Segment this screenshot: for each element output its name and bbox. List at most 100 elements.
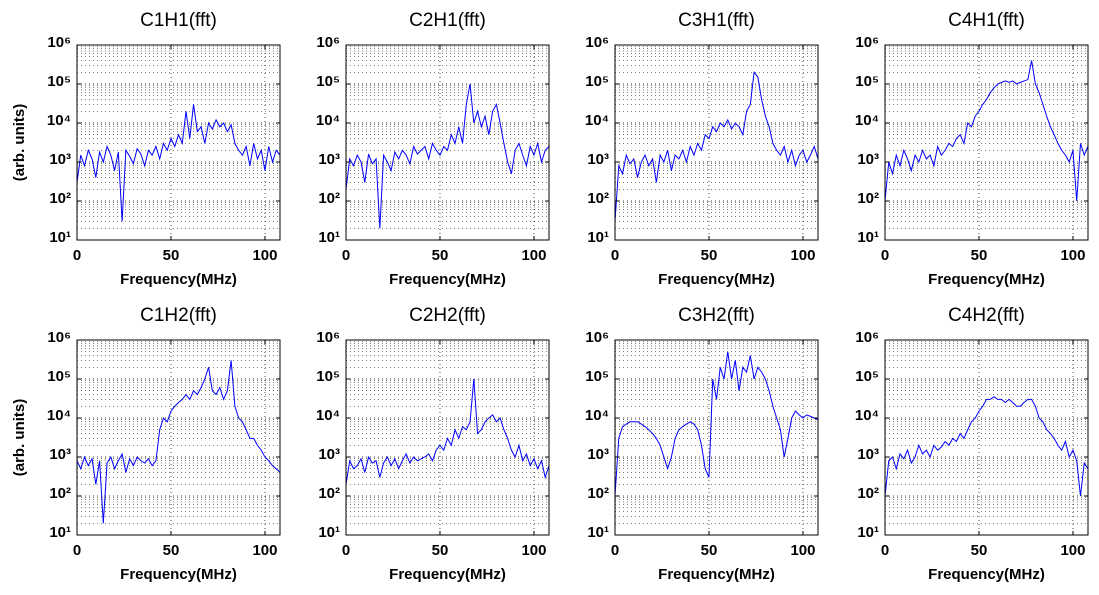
axes-frame [345, 339, 550, 536]
y-tick-label: 10¹ [318, 524, 340, 541]
axes-frame [614, 44, 819, 241]
x-axis-label: Frequency(MHz) [928, 566, 1045, 583]
x-tick-label: 100 [790, 247, 815, 264]
axes-frame [345, 44, 550, 241]
y-tick-label: 10⁴ [585, 112, 609, 129]
x-axis-label: Frequency(MHz) [120, 566, 237, 583]
x-tick-label: 0 [73, 247, 81, 264]
x-tick-label: 0 [342, 542, 350, 559]
chart-title: C1H1(fft) [140, 10, 217, 31]
axes-background [77, 340, 280, 535]
x-tick-label: 0 [342, 247, 350, 264]
y-tick-label: 10⁵ [855, 368, 879, 385]
spectrum-line [885, 396, 1088, 497]
x-tick-label: 50 [971, 542, 988, 559]
y-tick-label: 10¹ [587, 524, 609, 541]
y-tick-label: 10⁶ [585, 34, 609, 51]
y-tick-label: 10⁴ [855, 407, 879, 424]
spectrum-line [615, 351, 818, 497]
y-tick-label: 10² [49, 190, 71, 207]
y-tick-label: 10⁶ [855, 329, 879, 346]
axes-frame [76, 339, 281, 536]
spectrum-line [77, 104, 280, 222]
axes-background [615, 45, 818, 240]
axes-background [77, 45, 280, 240]
y-tick-label: 10¹ [857, 229, 879, 246]
y-tick-label: 10² [857, 190, 879, 207]
y-axis-label: (arb. units) [11, 104, 28, 182]
axes-frame [884, 339, 1089, 536]
spectrum-line [346, 378, 549, 485]
y-tick-label: 10⁵ [585, 73, 609, 90]
y-tick-label: 10⁴ [316, 407, 340, 424]
chart-title: C2H2(fft) [409, 305, 486, 326]
y-tick-label: 10² [49, 485, 71, 502]
x-tick-label: 50 [701, 542, 718, 559]
y-tick-label: 10⁶ [47, 329, 71, 346]
x-axis-label: Frequency(MHz) [658, 271, 775, 288]
y-tick-label: 10⁵ [47, 73, 71, 90]
y-tick-label: 10¹ [587, 229, 609, 246]
y-tick-label: 10³ [318, 151, 340, 168]
y-tick-label: 10⁶ [585, 329, 609, 346]
y-tick-label: 10¹ [49, 229, 71, 246]
y-tick-label: 10³ [587, 446, 609, 463]
x-axis-label: Frequency(MHz) [389, 271, 506, 288]
x-tick-label: 100 [790, 542, 815, 559]
y-tick-label: 10² [318, 190, 340, 207]
y-tick-label: 10⁴ [855, 112, 879, 129]
x-tick-label: 50 [701, 247, 718, 264]
y-tick-label: 10⁵ [585, 368, 609, 385]
y-tick-label: 10¹ [857, 524, 879, 541]
x-tick-label: 50 [163, 542, 180, 559]
y-tick-label: 10⁶ [855, 34, 879, 51]
y-tick-label: 10⁶ [47, 34, 71, 51]
axes-background [885, 340, 1088, 535]
y-tick-label: 10¹ [318, 229, 340, 246]
y-axis-label: (arb. units) [11, 399, 28, 477]
y-tick-label: 10⁴ [47, 407, 71, 424]
spectrum-line [615, 70, 818, 222]
y-tick-label: 10³ [318, 446, 340, 463]
x-tick-label: 50 [432, 247, 449, 264]
chart-title: C4H2(fft) [948, 305, 1025, 326]
chart-title: C1H2(fft) [140, 305, 217, 326]
y-tick-label: 10⁵ [47, 368, 71, 385]
y-tick-label: 10⁵ [316, 368, 340, 385]
y-tick-label: 10² [318, 485, 340, 502]
y-tick-label: 10⁴ [316, 112, 340, 129]
x-tick-label: 100 [521, 247, 546, 264]
axes-frame [884, 44, 1089, 241]
y-tick-label: 10² [857, 485, 879, 502]
x-tick-label: 100 [252, 542, 277, 559]
y-tick-label: 10³ [857, 151, 879, 168]
chart-title: C2H1(fft) [409, 10, 486, 31]
x-tick-label: 100 [1060, 247, 1085, 264]
chart-title: C3H2(fft) [678, 305, 755, 326]
chart-title: C3H1(fft) [678, 10, 755, 31]
x-tick-label: 0 [73, 542, 81, 559]
y-tick-label: 10³ [49, 151, 71, 168]
y-tick-label: 10³ [49, 446, 71, 463]
y-tick-label: 10⁶ [316, 329, 340, 346]
y-tick-label: 10⁴ [47, 112, 71, 129]
spectrum-line [885, 60, 1088, 202]
x-tick-label: 100 [521, 542, 546, 559]
x-axis-label: Frequency(MHz) [928, 271, 1045, 288]
y-tick-label: 10¹ [49, 524, 71, 541]
x-tick-label: 0 [881, 247, 889, 264]
y-tick-label: 10² [587, 485, 609, 502]
y-tick-label: 10³ [587, 151, 609, 168]
y-tick-label: 10⁵ [855, 73, 879, 90]
x-tick-label: 0 [611, 542, 619, 559]
x-tick-label: 100 [252, 247, 277, 264]
x-axis-label: Frequency(MHz) [658, 566, 775, 583]
y-tick-label: 10³ [857, 446, 879, 463]
y-tick-label: 10² [587, 190, 609, 207]
x-tick-label: 50 [432, 542, 449, 559]
spectrum-line [346, 83, 549, 229]
y-tick-label: 10⁶ [316, 34, 340, 51]
y-tick-label: 10⁵ [316, 73, 340, 90]
axes-frame [76, 44, 281, 241]
